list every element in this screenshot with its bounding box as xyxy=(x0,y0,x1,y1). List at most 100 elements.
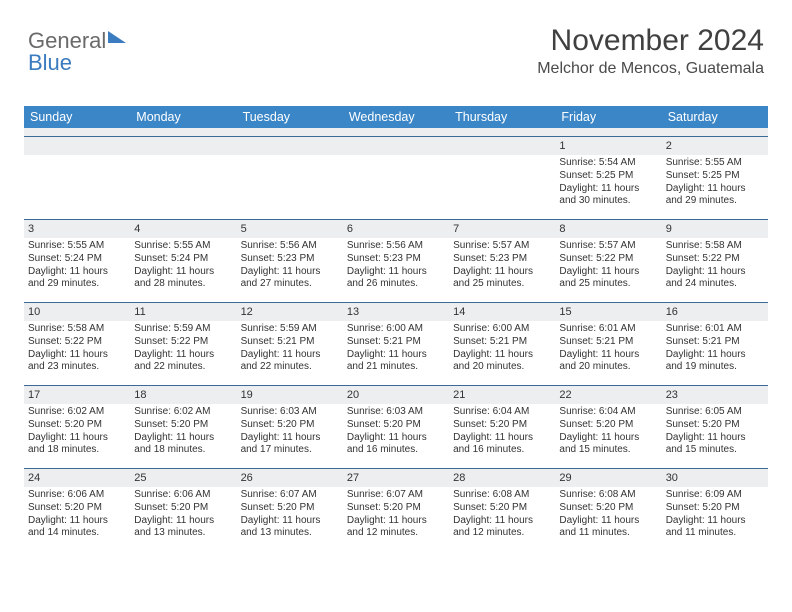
daylight-line: Daylight: 11 hours and 17 minutes. xyxy=(241,432,339,458)
daylight-line: Daylight: 11 hours and 16 minutes. xyxy=(453,432,551,458)
sunset-line: Sunset: 5:22 PM xyxy=(134,336,232,349)
sunset-line: Sunset: 5:21 PM xyxy=(347,336,445,349)
daylight-line: Daylight: 11 hours and 21 minutes. xyxy=(347,349,445,375)
sunrise-line: Sunrise: 5:57 AM xyxy=(453,240,551,253)
location-subtitle: Melchor de Mencos, Guatemala xyxy=(537,60,764,78)
day-number: 26 xyxy=(237,469,343,487)
sunset-line: Sunset: 5:21 PM xyxy=(666,336,764,349)
day-number: 22 xyxy=(555,386,661,404)
daylight-line: Daylight: 11 hours and 20 minutes. xyxy=(453,349,551,375)
sunrise-line: Sunrise: 6:01 AM xyxy=(666,323,764,336)
daylight-line: Daylight: 11 hours and 20 minutes. xyxy=(559,349,657,375)
sunset-line: Sunset: 5:25 PM xyxy=(666,170,764,183)
sunrise-line: Sunrise: 6:02 AM xyxy=(28,406,126,419)
day-cell: 5 Sunrise: 5:56 AMSunset: 5:23 PMDaylight… xyxy=(237,220,343,302)
sunset-line: Sunset: 5:23 PM xyxy=(241,253,339,266)
sunrise-line: Sunrise: 6:06 AM xyxy=(28,489,126,502)
week-row: 24Sunrise: 6:06 AMSunset: 5:20 PMDayligh… xyxy=(24,468,768,551)
day-cell xyxy=(24,137,130,219)
day-cell: 27Sunrise: 6:07 AMSunset: 5:20 PMDayligh… xyxy=(343,469,449,551)
daylight-line: Daylight: 11 hours and 27 minutes. xyxy=(241,266,339,292)
daylight-line: Daylight: 11 hours and 24 minutes. xyxy=(666,266,764,292)
sunrise-line: Sunrise: 5:56 AM xyxy=(241,240,339,253)
sunrise-line: Sunrise: 5:58 AM xyxy=(666,240,764,253)
sunset-line: Sunset: 5:20 PM xyxy=(559,502,657,515)
sunset-line: Sunset: 5:21 PM xyxy=(559,336,657,349)
dow-cell: Saturday xyxy=(662,106,768,128)
week-row: 1Sunrise: 5:54 AMSunset: 5:25 PMDaylight… xyxy=(24,136,768,219)
empty-day-strip xyxy=(24,137,130,155)
sunset-line: Sunset: 5:20 PM xyxy=(28,502,126,515)
sunset-line: Sunset: 5:20 PM xyxy=(134,419,232,432)
day-number: 17 xyxy=(24,386,130,404)
sunrise-line: Sunrise: 6:06 AM xyxy=(134,489,232,502)
dow-cell: Sunday xyxy=(24,106,130,128)
day-number: 2 xyxy=(662,137,768,155)
daylight-line: Daylight: 11 hours and 29 minutes. xyxy=(666,183,764,209)
sunset-line: Sunset: 5:21 PM xyxy=(241,336,339,349)
sunset-line: Sunset: 5:20 PM xyxy=(241,502,339,515)
sunset-line: Sunset: 5:20 PM xyxy=(666,502,764,515)
day-cell: 16Sunrise: 6:01 AMSunset: 5:21 PMDayligh… xyxy=(662,303,768,385)
daylight-line: Daylight: 11 hours and 18 minutes. xyxy=(28,432,126,458)
day-number: 1 xyxy=(555,137,661,155)
day-cell: 12Sunrise: 5:59 AMSunset: 5:21 PMDayligh… xyxy=(237,303,343,385)
day-number: 5 xyxy=(237,220,343,238)
day-cell: 19Sunrise: 6:03 AMSunset: 5:20 PMDayligh… xyxy=(237,386,343,468)
empty-day-strip xyxy=(237,137,343,155)
day-number: 27 xyxy=(343,469,449,487)
sunrise-line: Sunrise: 6:02 AM xyxy=(134,406,232,419)
day-number: 19 xyxy=(237,386,343,404)
day-number: 6 xyxy=(343,220,449,238)
day-number: 7 xyxy=(449,220,555,238)
day-cell: 2Sunrise: 5:55 AMSunset: 5:25 PMDaylight… xyxy=(662,137,768,219)
sunrise-line: Sunrise: 6:03 AM xyxy=(347,406,445,419)
day-cell: 8Sunrise: 5:57 AMSunset: 5:22 PMDaylight… xyxy=(555,220,661,302)
day-cell: 14Sunrise: 6:00 AMSunset: 5:21 PMDayligh… xyxy=(449,303,555,385)
empty-day-strip xyxy=(130,137,236,155)
daylight-line: Daylight: 11 hours and 28 minutes. xyxy=(134,266,232,292)
sunrise-line: Sunrise: 5:55 AM xyxy=(28,240,126,253)
sunset-line: Sunset: 5:25 PM xyxy=(559,170,657,183)
sunrise-line: Sunrise: 6:04 AM xyxy=(453,406,551,419)
sunrise-line: Sunrise: 5:54 AM xyxy=(559,157,657,170)
day-number: 24 xyxy=(24,469,130,487)
sunrise-line: Sunrise: 6:00 AM xyxy=(347,323,445,336)
daylight-line: Daylight: 11 hours and 26 minutes. xyxy=(347,266,445,292)
day-number: 15 xyxy=(555,303,661,321)
day-number: 28 xyxy=(449,469,555,487)
day-cell: 13Sunrise: 6:00 AMSunset: 5:21 PMDayligh… xyxy=(343,303,449,385)
day-cell xyxy=(449,137,555,219)
sunrise-line: Sunrise: 5:57 AM xyxy=(559,240,657,253)
month-title: November 2024 xyxy=(537,24,764,58)
daylight-line: Daylight: 11 hours and 16 minutes. xyxy=(347,432,445,458)
week-row: 10Sunrise: 5:58 AMSunset: 5:22 PMDayligh… xyxy=(24,302,768,385)
sunrise-line: Sunrise: 6:07 AM xyxy=(241,489,339,502)
dow-cell: Friday xyxy=(555,106,661,128)
sunrise-line: Sunrise: 6:03 AM xyxy=(241,406,339,419)
daylight-line: Daylight: 11 hours and 11 minutes. xyxy=(559,515,657,541)
logo-text-2: Blue xyxy=(28,50,72,75)
day-cell: 26Sunrise: 6:07 AMSunset: 5:20 PMDayligh… xyxy=(237,469,343,551)
day-cell: 15Sunrise: 6:01 AMSunset: 5:21 PMDayligh… xyxy=(555,303,661,385)
sunset-line: Sunset: 5:20 PM xyxy=(347,502,445,515)
daylight-line: Daylight: 11 hours and 13 minutes. xyxy=(134,515,232,541)
day-cell: 29Sunrise: 6:08 AMSunset: 5:20 PMDayligh… xyxy=(555,469,661,551)
daylight-line: Daylight: 11 hours and 19 minutes. xyxy=(666,349,764,375)
day-number: 25 xyxy=(130,469,236,487)
week-row: 3Sunrise: 5:55 AMSunset: 5:24 PMDaylight… xyxy=(24,219,768,302)
day-cell xyxy=(237,137,343,219)
sunset-line: Sunset: 5:20 PM xyxy=(28,419,126,432)
brand-logo-line2: Blue xyxy=(28,50,72,76)
sunset-line: Sunset: 5:20 PM xyxy=(453,419,551,432)
day-cell: 9Sunrise: 5:58 AMSunset: 5:22 PMDaylight… xyxy=(662,220,768,302)
day-cell: 3Sunrise: 5:55 AMSunset: 5:24 PMDaylight… xyxy=(24,220,130,302)
dow-cell: Thursday xyxy=(449,106,555,128)
daylight-line: Daylight: 11 hours and 22 minutes. xyxy=(241,349,339,375)
weeks-container: 1Sunrise: 5:54 AMSunset: 5:25 PMDaylight… xyxy=(24,136,768,551)
day-cell: 17 Sunrise: 6:02 AMSunset: 5:20 PMDayligh… xyxy=(24,386,130,468)
dow-cell: Wednesday xyxy=(343,106,449,128)
daylight-line: Daylight: 11 hours and 11 minutes. xyxy=(666,515,764,541)
day-number: 4 xyxy=(130,220,236,238)
daylight-line: Daylight: 11 hours and 15 minutes. xyxy=(666,432,764,458)
